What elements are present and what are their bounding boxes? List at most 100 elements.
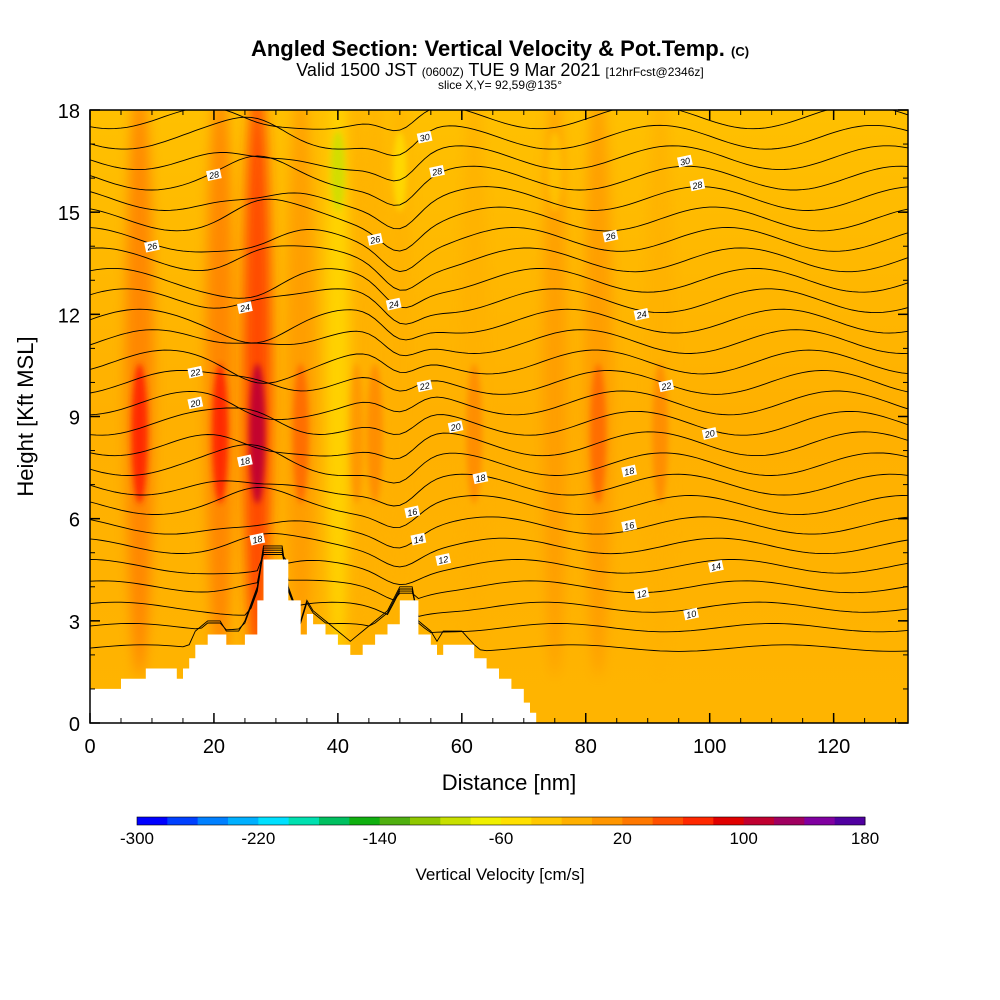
svg-text:20: 20 <box>188 397 201 409</box>
colorbar-swatch <box>349 817 381 825</box>
updraft-core <box>590 363 607 504</box>
contour-label: 20 <box>701 427 718 440</box>
x-tick-label: 0 <box>84 736 95 758</box>
updraft-core <box>292 363 309 504</box>
contour-label: 18 <box>237 454 253 467</box>
isentrope-line <box>90 349 908 384</box>
downdraft-core <box>330 131 345 212</box>
svg-text:24: 24 <box>635 309 648 321</box>
colorbar-tick-label: -220 <box>241 829 275 848</box>
svg-text:28: 28 <box>690 179 703 191</box>
svg-text:22: 22 <box>418 380 431 392</box>
contour-label: 28 <box>429 164 445 178</box>
updraft-core <box>249 363 266 504</box>
downdraft-band <box>387 110 412 677</box>
y-tick-label: 0 <box>69 714 80 736</box>
colorbar-tick-label: -300 <box>120 829 154 848</box>
colorbar-title: Vertical Velocity [cm/s] <box>415 865 584 884</box>
contour-label: 28 <box>206 168 222 181</box>
title-units-tag: (C) <box>731 44 750 59</box>
isentrope-line <box>90 186 908 230</box>
svg-text:22: 22 <box>188 367 201 379</box>
colorbar-tick-label: 100 <box>729 829 757 848</box>
contour-label: 24 <box>633 307 650 321</box>
svg-text:18: 18 <box>475 472 487 484</box>
plot-area: 30 30 28 28 28 26 26 26 24 24 24 22 22 22 20 20 20 18 18 18… <box>90 110 908 723</box>
svg-text:14: 14 <box>710 561 722 573</box>
colorbar-swatch <box>713 817 745 825</box>
svg-text:20: 20 <box>449 421 462 433</box>
svg-text:24: 24 <box>238 302 251 314</box>
isentrope-line <box>90 516 908 549</box>
svg-text:12: 12 <box>437 554 449 566</box>
isentrope-line <box>90 329 908 357</box>
isentrope-line <box>90 431 908 460</box>
isentrope-line <box>90 198 908 252</box>
downdraft-band <box>325 110 350 677</box>
x-axis-title: Distance [nm] <box>442 770 577 795</box>
svg-text:18: 18 <box>251 534 263 546</box>
downdraft-core <box>547 131 562 212</box>
contour-label: 18 <box>249 532 266 546</box>
isentrope-contours <box>90 110 908 652</box>
terrain <box>90 559 537 723</box>
isentrope-line <box>90 390 908 421</box>
colorbar-swatch <box>167 817 199 825</box>
isentrope-line <box>90 407 908 436</box>
svg-text:26: 26 <box>145 241 158 253</box>
svg-text:14: 14 <box>413 534 425 546</box>
isentrope-line <box>90 545 908 652</box>
contour-label: 22 <box>416 379 433 392</box>
svg-text:26: 26 <box>604 231 617 243</box>
colorbar-swatch <box>379 817 411 825</box>
y-tick-label: 6 <box>69 510 80 532</box>
isentrope-line <box>90 547 908 634</box>
contour-label: 22 <box>658 379 675 392</box>
slice-info: slice X,Y= 92,59@135° <box>437 78 563 92</box>
contour-label: 18 <box>621 464 637 477</box>
contour-label: 24 <box>385 297 402 311</box>
svg-text:18: 18 <box>239 455 251 467</box>
contour-label: 24 <box>237 301 253 314</box>
velocity-field <box>125 110 675 677</box>
isentrope-line <box>90 444 908 484</box>
isentrope-line <box>90 369 908 395</box>
updraft-core <box>212 363 229 504</box>
colorbar-swatch <box>774 817 805 825</box>
colorbar-swatch <box>561 817 593 825</box>
contour-label: 10 <box>683 607 699 620</box>
contour-label: 20 <box>187 396 204 410</box>
svg-text:30: 30 <box>679 156 691 168</box>
isentrope-line <box>90 473 908 507</box>
colorbar-swatch <box>410 817 441 825</box>
contour-label: 20 <box>447 420 464 433</box>
y-tick-label: 18 <box>58 101 80 123</box>
svg-text:26: 26 <box>368 234 381 246</box>
y-tick-label: 3 <box>69 612 80 634</box>
contour-label: 22 <box>187 365 204 379</box>
isentrope-line <box>90 155 908 206</box>
svg-text:28: 28 <box>207 169 220 181</box>
isentrope-line <box>90 551 908 601</box>
isentrope-line <box>90 486 908 529</box>
colorbar-swatch <box>683 817 714 825</box>
isentrope-line <box>90 227 908 273</box>
updraft-core <box>348 363 365 504</box>
contour-label: 14 <box>708 559 724 573</box>
contour-labels: 30 30 28 28 28 26 26 26 24 24 24 22 22 22 20 20 20 18 18 18… <box>144 130 724 620</box>
colorbar-swatch <box>622 817 654 825</box>
colorbar-swatch <box>804 817 836 825</box>
title-text: Angled Section: Vertical Velocity & Pot.… <box>250 36 725 61</box>
colorbar-tick-label: 20 <box>613 829 632 848</box>
contour-label: 18 <box>472 471 489 484</box>
colorbar-swatch <box>592 817 623 825</box>
svg-text:16: 16 <box>406 506 418 518</box>
chart-title: Angled Section: Vertical Velocity & Pot.… <box>0 36 1000 62</box>
x-tick-label: 100 <box>693 736 726 758</box>
colorbar-swatch <box>258 817 290 825</box>
svg-text:22: 22 <box>659 380 672 392</box>
valid-prefix: Valid 1500 JST <box>296 60 417 80</box>
forecast-info: [12hrFcst@2346z] <box>605 65 704 79</box>
updraft-core <box>466 363 483 504</box>
